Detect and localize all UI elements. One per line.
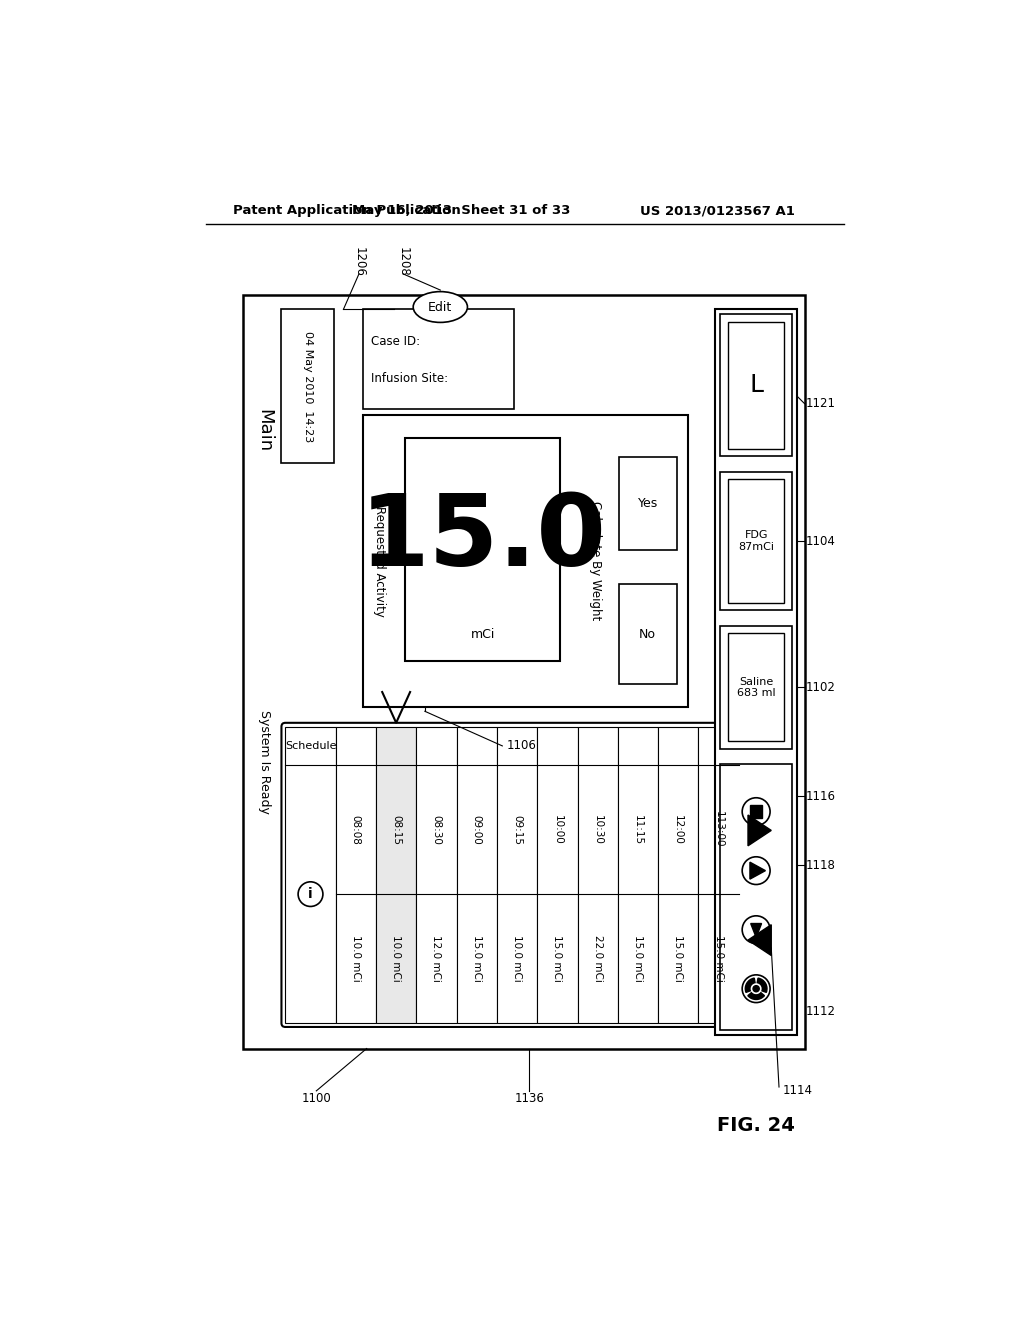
- Polygon shape: [748, 925, 771, 956]
- Bar: [578, 726, 617, 1023]
- Text: 09:15: 09:15: [512, 814, 522, 845]
- Text: Main: Main: [255, 409, 273, 453]
- Text: No: No: [639, 628, 656, 640]
- Text: Yes: Yes: [638, 496, 657, 510]
- Text: 10:00: 10:00: [552, 814, 562, 845]
- Text: 1102: 1102: [806, 681, 836, 694]
- Text: 1112: 1112: [806, 1005, 837, 1018]
- Bar: [618, 457, 677, 549]
- Text: 1100: 1100: [301, 1092, 331, 1105]
- Wedge shape: [745, 978, 755, 993]
- Bar: [728, 322, 784, 449]
- Bar: [406, 438, 560, 661]
- Text: 08:30: 08:30: [431, 814, 441, 845]
- Text: 10:30: 10:30: [593, 814, 603, 845]
- Text: US 2013/0123567 A1: US 2013/0123567 A1: [640, 205, 795, 218]
- Bar: [728, 634, 784, 742]
- Text: 10.0 mCi: 10.0 mCi: [391, 936, 401, 982]
- Text: 15.0: 15.0: [359, 490, 606, 587]
- Bar: [716, 309, 797, 1035]
- Text: 1208: 1208: [396, 247, 410, 277]
- Text: 1114: 1114: [783, 1084, 813, 1097]
- Bar: [658, 726, 698, 1023]
- Text: Infusion Site:: Infusion Site:: [371, 372, 447, 385]
- Bar: [750, 805, 762, 818]
- Circle shape: [742, 975, 770, 1003]
- Bar: [720, 471, 793, 610]
- Polygon shape: [750, 862, 765, 879]
- Text: 1106: 1106: [506, 739, 537, 752]
- Text: Case ID:: Case ID:: [371, 335, 420, 348]
- Circle shape: [298, 882, 323, 907]
- Text: 08:08: 08:08: [351, 814, 360, 845]
- Bar: [720, 764, 793, 1030]
- Text: May 16, 2013  Sheet 31 of 33: May 16, 2013 Sheet 31 of 33: [352, 205, 570, 218]
- Bar: [362, 414, 688, 708]
- Bar: [618, 585, 677, 684]
- Bar: [617, 726, 658, 1023]
- Polygon shape: [751, 924, 762, 937]
- FancyBboxPatch shape: [282, 723, 742, 1027]
- Text: FDG
87mCi: FDG 87mCi: [738, 531, 774, 552]
- Text: 12.0 mCi: 12.0 mCi: [431, 935, 441, 982]
- Text: 04 May 2010  14:23: 04 May 2010 14:23: [303, 331, 312, 442]
- Text: FIG. 24: FIG. 24: [717, 1115, 795, 1135]
- Text: 1118: 1118: [806, 859, 836, 871]
- Text: 22.0 mCi: 22.0 mCi: [593, 935, 603, 982]
- Text: 12:00: 12:00: [673, 814, 683, 845]
- Text: 08:15: 08:15: [391, 814, 401, 845]
- Bar: [720, 314, 793, 457]
- Bar: [282, 309, 334, 463]
- Text: 1104: 1104: [806, 535, 836, 548]
- Text: 10.0 mCi: 10.0 mCi: [512, 936, 522, 982]
- Bar: [336, 726, 376, 1023]
- Text: Edit: Edit: [428, 301, 453, 314]
- Text: System Is Ready: System Is Ready: [258, 710, 271, 814]
- Bar: [538, 726, 578, 1023]
- Text: Requested Activity: Requested Activity: [374, 506, 386, 616]
- Bar: [376, 726, 417, 1023]
- Text: L: L: [750, 374, 763, 397]
- Bar: [698, 726, 738, 1023]
- Bar: [457, 726, 497, 1023]
- Bar: [720, 626, 793, 748]
- Text: Schedule: Schedule: [285, 741, 336, 751]
- Bar: [728, 479, 784, 603]
- Text: 1116: 1116: [806, 789, 837, 803]
- Bar: [497, 726, 538, 1023]
- Text: Calculate By Weight: Calculate By Weight: [589, 502, 602, 620]
- Text: 15.0 mCi: 15.0 mCi: [472, 935, 481, 982]
- Text: i: i: [308, 887, 312, 902]
- Circle shape: [742, 797, 770, 825]
- Wedge shape: [748, 993, 765, 999]
- Text: Patent Application Publication: Patent Application Publication: [232, 205, 461, 218]
- Text: 1136: 1136: [514, 1092, 545, 1105]
- Circle shape: [742, 916, 770, 944]
- Text: 09:00: 09:00: [472, 814, 481, 845]
- Ellipse shape: [414, 292, 467, 322]
- Bar: [362, 309, 514, 409]
- Text: 1206: 1206: [352, 247, 366, 277]
- Text: 10.0 mCi: 10.0 mCi: [351, 936, 360, 982]
- Text: 15.0 mCi: 15.0 mCi: [714, 935, 724, 982]
- Text: mCi: mCi: [471, 628, 496, 640]
- Bar: [243, 296, 805, 1048]
- Wedge shape: [757, 978, 767, 993]
- Bar: [286, 726, 336, 1023]
- Text: 15.0 mCi: 15.0 mCi: [633, 935, 643, 982]
- Text: 15.0 mCi: 15.0 mCi: [552, 935, 562, 982]
- Text: 113:00: 113:00: [714, 812, 724, 847]
- Circle shape: [753, 986, 759, 991]
- Text: 1121: 1121: [806, 397, 837, 411]
- Bar: [417, 726, 457, 1023]
- Polygon shape: [748, 814, 771, 846]
- Text: Saline
683 ml: Saline 683 ml: [737, 677, 775, 698]
- Text: 11:15: 11:15: [633, 814, 643, 845]
- Text: 15.0 mCi: 15.0 mCi: [673, 935, 683, 982]
- Circle shape: [742, 857, 770, 884]
